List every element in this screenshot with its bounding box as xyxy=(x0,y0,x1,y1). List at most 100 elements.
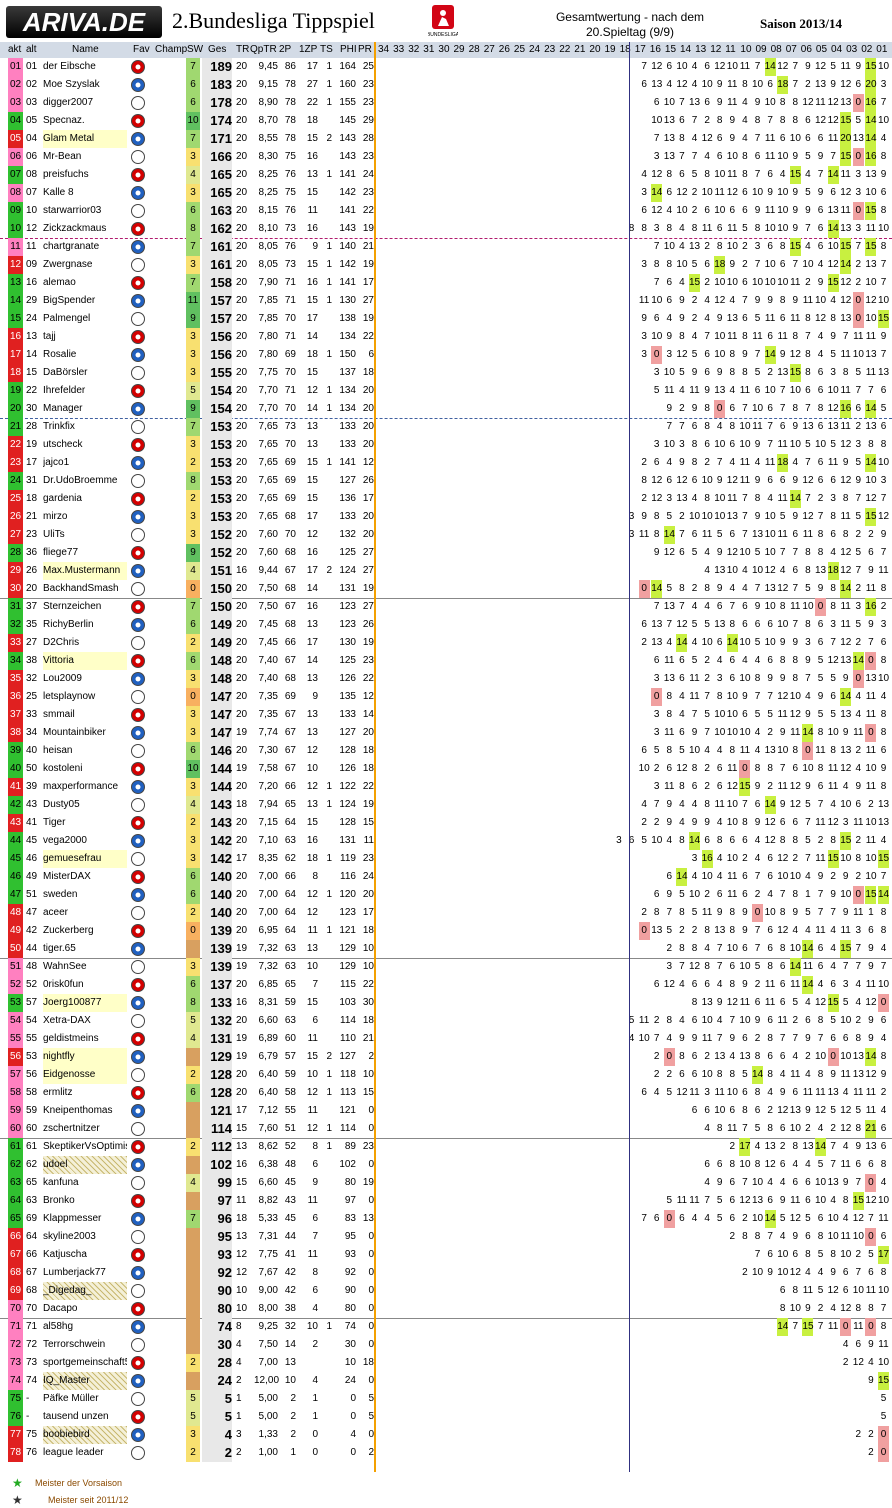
player-name[interactable]: Mr-Bean xyxy=(43,151,82,162)
player-name[interactable]: Lumberjack77 xyxy=(43,1267,106,1278)
player-name[interactable]: SkeptikerVsOptimist xyxy=(43,1141,127,1152)
player-name[interactable]: skyline2003 xyxy=(43,1231,96,1242)
matchday-score: 20 xyxy=(865,76,877,94)
player-name[interactable]: Dacapo xyxy=(43,1303,78,1314)
player-name[interactable]: vega2000 xyxy=(43,835,87,846)
player-name[interactable]: Joerg100877 xyxy=(43,994,127,1012)
player-name[interactable]: Sternzeichen xyxy=(43,601,102,612)
player-name[interactable]: kostoleni xyxy=(43,763,83,774)
player-name[interactable]: mirzo xyxy=(43,511,68,522)
player-name[interactable]: al58hg xyxy=(43,1321,74,1332)
player-name[interactable]: Vittoria xyxy=(43,652,127,670)
player-name[interactable]: digger2007 xyxy=(43,97,94,108)
player-name[interactable]: aceer xyxy=(43,907,69,918)
tipp-rounds: 19 xyxy=(236,763,248,774)
player-name[interactable]: tiger.65 xyxy=(43,943,76,954)
matchday-score: 7 xyxy=(767,115,773,126)
player-name[interactable]: preisfuchs xyxy=(43,169,89,180)
favorite-club-icon xyxy=(130,490,152,508)
player-name[interactable]: BigSpender xyxy=(43,295,96,306)
player-name[interactable]: Lou2009 xyxy=(43,673,82,684)
player-name[interactable]: Max.Mustermann xyxy=(43,562,127,580)
player-name[interactable]: Trinkfix xyxy=(43,421,75,432)
player-name[interactable]: Zwergnase xyxy=(43,259,93,270)
player-name[interactable]: Palmengel xyxy=(43,313,91,324)
player-name[interactable]: maxperformance xyxy=(43,781,119,792)
player-name[interactable]: Moe Szyslak xyxy=(43,79,100,90)
column-header-7: TR xyxy=(236,44,250,55)
player-name[interactable]: tajj xyxy=(43,331,56,342)
player-name[interactable]: der Eibsche xyxy=(43,61,96,72)
player-name[interactable]: Klappmesser xyxy=(43,1213,102,1224)
player-name[interactable]: DaBörsler xyxy=(43,367,88,378)
player-name[interactable]: heisan xyxy=(43,745,73,756)
rank-previous: 39 xyxy=(26,781,38,792)
player-name[interactable]: WahnSee xyxy=(43,961,87,972)
player-name[interactable]: chartgranate xyxy=(43,241,100,252)
phi-value: 134 xyxy=(339,403,356,414)
matchday-score: 10 xyxy=(827,1213,839,1224)
player-name[interactable]: Bronko xyxy=(43,1195,75,1206)
player-name[interactable]: utscheck xyxy=(43,439,83,450)
player-name[interactable]: alemao xyxy=(43,277,76,288)
matchday-score: 0 xyxy=(865,1174,877,1192)
player-name[interactable]: starwarrior03 xyxy=(43,205,102,216)
player-name[interactable]: Dr.UdoBroemme xyxy=(43,475,118,486)
player-name[interactable]: Zickzackmaus xyxy=(43,223,107,234)
player-name[interactable]: jajco1 xyxy=(43,457,70,468)
player-name[interactable]: 0risk0fun xyxy=(43,979,84,990)
matchday-header-06: 06 xyxy=(800,44,812,55)
player-name[interactable]: IQ_Master xyxy=(43,1372,127,1390)
player-name[interactable]: sweden xyxy=(43,889,78,900)
player-name[interactable]: Mountainbiker xyxy=(43,727,106,738)
matchday-score: 10 xyxy=(638,763,650,774)
player-name[interactable]: gemuesefrau xyxy=(43,850,127,868)
player-name[interactable]: MisterDAX xyxy=(43,871,91,882)
player-name[interactable]: nightfly xyxy=(43,1048,127,1066)
matchday-score: 6 xyxy=(742,943,748,954)
player-name[interactable]: Rosalie xyxy=(43,349,77,360)
player-name[interactable]: BackhandSmash xyxy=(43,583,119,594)
player-name[interactable]: boobiebird xyxy=(43,1426,127,1444)
rank-previous: 50 xyxy=(26,763,38,774)
player-name[interactable]: Päfke Müller xyxy=(43,1393,99,1404)
player-name[interactable]: Xetra-DAX xyxy=(43,1015,91,1026)
player-name[interactable]: gardenia xyxy=(43,493,82,504)
player-name[interactable]: Glam Metal xyxy=(43,130,127,148)
player-name[interactable]: fliege77 xyxy=(43,547,79,558)
player-name[interactable]: _Digedag_ xyxy=(43,1282,127,1300)
player-name[interactable]: Katjuscha xyxy=(43,1249,87,1260)
player-name[interactable]: league leader xyxy=(43,1447,104,1458)
player-name[interactable]: Kneipenthomas xyxy=(43,1105,113,1116)
player-name[interactable]: tausend unzen xyxy=(43,1411,109,1422)
player-name[interactable]: kanfuna xyxy=(43,1177,79,1188)
one-point-hits: 15 xyxy=(306,1051,318,1062)
table-row: 48 47 aceer 2 140 20 7,00 64 12 123 17 8 1 11 9 7 7 5 9 8 10… xyxy=(0,904,892,922)
tipp-rounds: 20 xyxy=(236,259,248,270)
player-name[interactable]: Manager xyxy=(43,403,83,414)
player-name[interactable]: Specnaz. xyxy=(43,115,85,126)
player-name[interactable]: Dusty05 xyxy=(43,799,80,810)
player-name[interactable]: Ihrefelder xyxy=(43,385,86,396)
matchday-score: 3 xyxy=(855,223,862,234)
player-name[interactable]: geldistmeins xyxy=(43,1033,99,1044)
streak-value: 4 xyxy=(186,796,200,814)
player-name[interactable]: ermlitz xyxy=(43,1087,73,1098)
player-name[interactable]: zschertnitzer xyxy=(43,1123,100,1134)
player-name[interactable]: D2Chris xyxy=(43,637,80,648)
player-name[interactable]: Terrorschwein xyxy=(43,1339,106,1350)
tipp-rounds: 20 xyxy=(236,313,248,324)
player-name[interactable]: RichyBerlin xyxy=(43,619,94,630)
player-name[interactable]: Kalle 8 xyxy=(43,187,74,198)
matchday-score: 13 xyxy=(714,925,726,936)
player-name[interactable]: sportgemeinschaft53 xyxy=(43,1357,127,1368)
player-name[interactable]: letsplaynow xyxy=(43,691,96,702)
player-name[interactable]: Eidgenosse xyxy=(43,1066,127,1084)
player-name[interactable]: Tiger xyxy=(43,817,66,828)
player-name[interactable]: UliTs xyxy=(43,529,65,540)
player-name[interactable]: smmail xyxy=(43,709,75,720)
matchday-score: 13 xyxy=(789,1105,801,1116)
player-name[interactable]: Zuckerberg xyxy=(43,925,94,936)
player-name[interactable]: udoel xyxy=(43,1156,127,1174)
ariva-logo[interactable]: ARIVA.DE xyxy=(6,6,162,38)
